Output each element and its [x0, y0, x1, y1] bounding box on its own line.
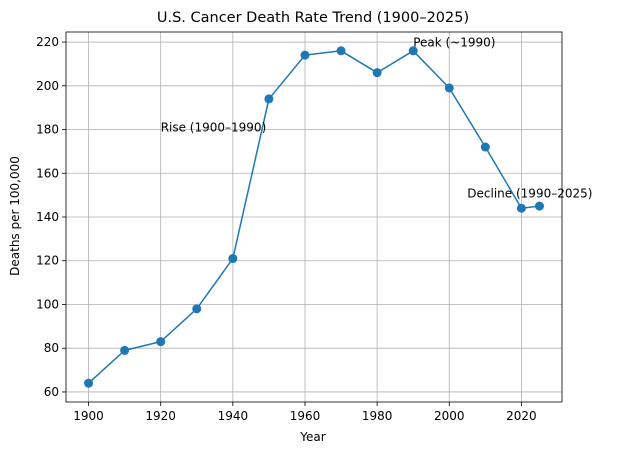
data-point [480, 142, 490, 152]
y-tick-label: 120 [36, 254, 59, 268]
annotation-label: Decline (1990–2025) [467, 186, 592, 200]
data-point [516, 203, 526, 213]
data-point [120, 345, 130, 355]
x-tick-label: 1980 [362, 409, 393, 423]
chart-title: U.S. Cancer Death Rate Trend (1900–2025) [157, 10, 469, 26]
y-tick-label: 140 [36, 210, 59, 224]
data-point [300, 50, 310, 60]
y-tick-label: 180 [36, 123, 59, 137]
x-tick-label: 1920 [145, 409, 176, 423]
data-point [372, 68, 382, 78]
data-point [156, 337, 166, 347]
plot-frame [65, 31, 563, 403]
grid-lines [66, 32, 562, 402]
series-line [88, 50, 540, 384]
axis-ticks: 1900 1920 1940 1960 1980 2000 2020 60 80 100 120 14… [36, 35, 537, 423]
x-axis-label: Year [299, 430, 325, 444]
annotation-label: Rise (1900–1990) [161, 121, 267, 135]
data-point [228, 254, 238, 264]
data-point [444, 83, 454, 93]
y-axis-label: Deaths per 100,000 [8, 156, 22, 276]
y-tick-label: 80 [44, 341, 59, 355]
x-tick-label: 1960 [290, 409, 321, 423]
data-point [84, 378, 94, 388]
y-tick-label: 160 [36, 166, 59, 180]
annotations: Rise (1900–1990) Peak (~1990) Decline (199… [161, 35, 593, 200]
y-tick-label: 60 [44, 385, 59, 399]
x-tick-label: 2000 [434, 409, 465, 423]
annotation-label: Peak (~1990) [413, 35, 495, 49]
data-series [84, 46, 544, 388]
data-point [534, 201, 544, 211]
x-tick-label: 1940 [218, 409, 249, 423]
x-tick-label: 1900 [73, 409, 104, 423]
y-tick-label: 220 [36, 35, 59, 49]
data-point [192, 304, 202, 314]
x-tick-label: 2020 [506, 409, 537, 423]
y-tick-label: 100 [36, 297, 59, 311]
y-tick-label: 200 [36, 79, 59, 93]
data-point [264, 94, 274, 104]
data-point [336, 46, 346, 56]
data-point [408, 46, 418, 56]
